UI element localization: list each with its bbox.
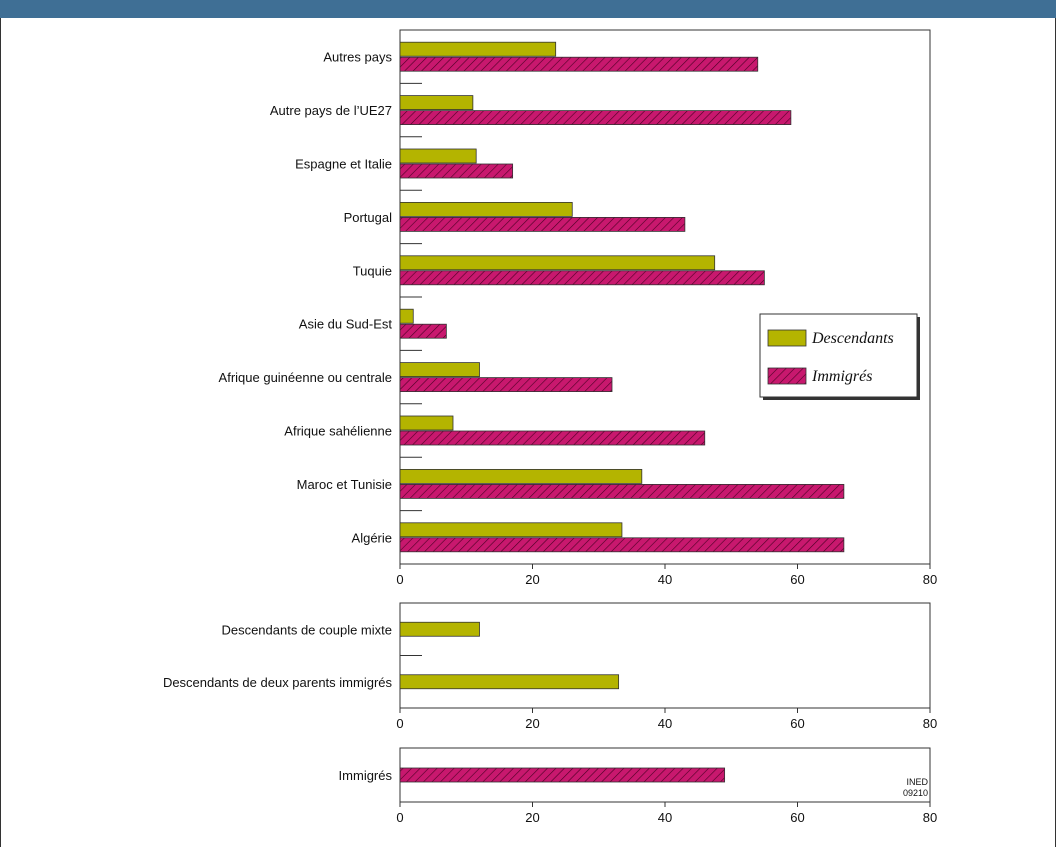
x-tick-label: 40: [658, 810, 672, 825]
x-tick-label: 60: [790, 810, 804, 825]
header-bar: [0, 0, 1056, 18]
bar-descendants: [399, 621, 480, 637]
category-label: Tuquie: [353, 263, 392, 278]
category-label: Portugal: [344, 210, 393, 225]
x-tick-label: 0: [396, 572, 403, 587]
category-label: Asie du Sud-Est: [299, 317, 393, 332]
plot-area: [399, 29, 931, 565]
legend-label-immigres: Immigrés: [811, 368, 872, 385]
ined-watermark: INED 09210: [903, 777, 929, 798]
x-tick-label: 80: [923, 810, 937, 825]
bar-descendants: [399, 41, 557, 57]
bar-descendants: [399, 255, 716, 271]
category-label: Immigrés: [339, 768, 393, 783]
x-tick-label: 60: [790, 572, 804, 587]
legend-swatch-immigres: [767, 367, 807, 385]
watermark-line2: 09210: [903, 788, 928, 798]
bar-descendants: [399, 674, 620, 690]
bar-descendants: [399, 201, 573, 217]
x-tick-label: 0: [396, 716, 403, 731]
bar-immigres: [399, 270, 765, 286]
descendants-panel: Descendants de couple mixte Descendants d…: [163, 602, 937, 731]
bar-immigres: [399, 110, 792, 125]
country-panel: Autres pays Autre pays de l’UE27 Espagne e…: [219, 29, 937, 587]
category-label: Autre pays de l’UE27: [270, 103, 392, 118]
x-tick-label: 80: [923, 716, 937, 731]
category-label: Maroc et Tunisie: [297, 477, 392, 492]
legend: Descendants Immigrés: [759, 313, 920, 400]
category-label: Autres pays: [323, 50, 392, 65]
category-label: Afrique sahélienne: [284, 424, 392, 439]
x-tick-label: 60: [790, 716, 804, 731]
category-label: Afrique guinéenne ou centrale: [219, 370, 392, 385]
bar-immigres: [399, 163, 514, 179]
bar-immigres: [399, 56, 759, 72]
legend-label-descendants: Descendants: [811, 330, 894, 347]
bar-immigres: [399, 377, 613, 393]
bar-immigres: [399, 767, 726, 783]
x-tick-label: 20: [525, 572, 539, 587]
category-label: Descendants de couple mixte: [221, 622, 392, 637]
bar-immigres: [399, 537, 845, 553]
category-label: Espagne et Italie: [295, 157, 392, 172]
category-label: Descendants de deux parents immigrés: [163, 675, 393, 690]
category-label: Algérie: [352, 530, 392, 545]
legend-swatch-descendants: [767, 329, 807, 347]
watermark-line1: INED: [906, 777, 928, 787]
bar-descendants: [399, 148, 477, 164]
x-tick-label: 80: [923, 572, 937, 587]
x-tick-label: 40: [658, 716, 672, 731]
bar-descendants: [399, 95, 474, 110]
bar-descendants: [399, 308, 414, 324]
bar-immigres: [399, 216, 686, 232]
bar-descendants: [399, 468, 643, 484]
bar-immigres: [399, 430, 706, 446]
x-tick-label: 0: [396, 810, 403, 825]
plot-area: [399, 602, 931, 709]
immigres-panel: Immigrés 0 20 40 60 80: [339, 747, 937, 825]
x-tick-label: 20: [525, 810, 539, 825]
x-tick-label: 20: [525, 716, 539, 731]
bar-immigres: [399, 323, 447, 339]
bar-immigres: [399, 483, 845, 499]
x-tick-label: 40: [658, 572, 672, 587]
bar-descendants: [399, 522, 623, 538]
bar-descendants: [399, 415, 454, 431]
bar-descendants: [399, 362, 480, 378]
